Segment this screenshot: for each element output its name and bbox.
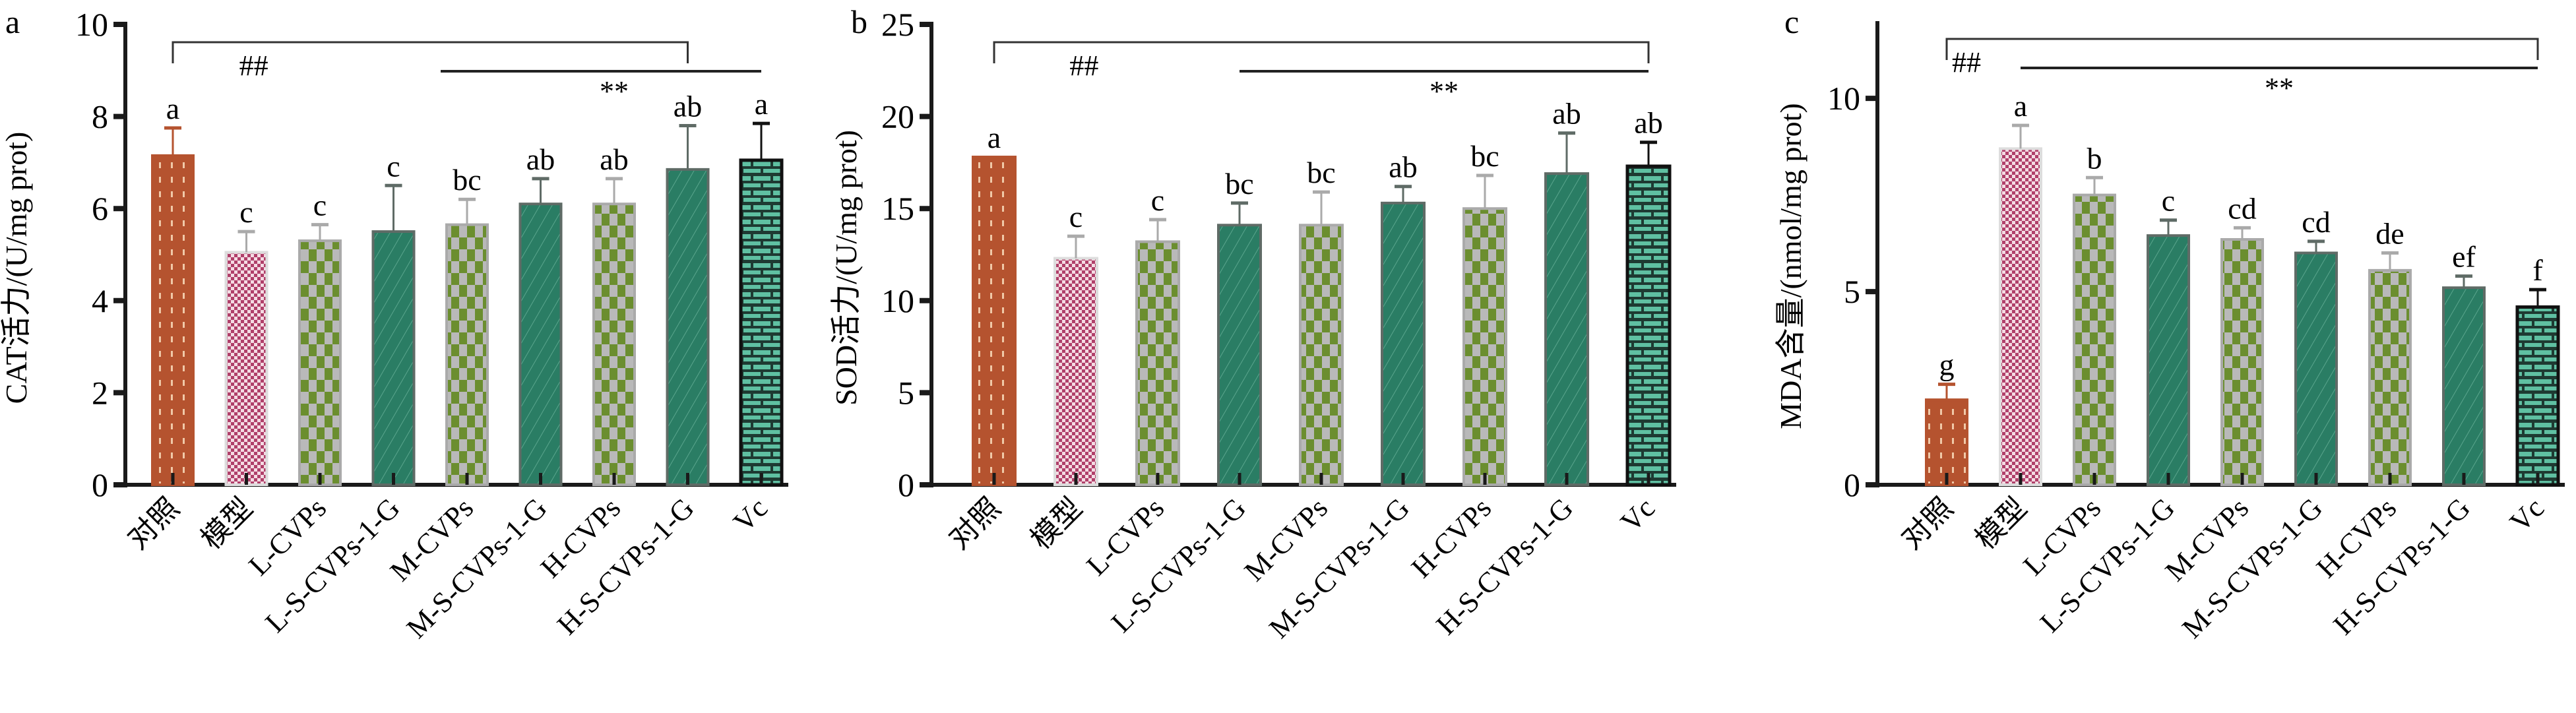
significance-letter: bc xyxy=(1307,156,1335,189)
significance-letter: cd xyxy=(2302,205,2330,239)
y-tick-label: 25 xyxy=(881,6,914,43)
bar xyxy=(972,156,1017,487)
bar xyxy=(739,158,784,487)
bar xyxy=(2220,237,2264,486)
bar xyxy=(2073,193,2116,486)
significance-letter: ab xyxy=(1552,97,1581,131)
bar xyxy=(666,168,710,486)
bar xyxy=(1462,207,1507,486)
significance-letter: b xyxy=(2087,141,2102,175)
panel-label: c xyxy=(1784,3,1799,40)
bar xyxy=(1544,172,1589,486)
significance-letter: bc xyxy=(1225,167,1253,201)
y-tick-label: 5 xyxy=(1844,273,1860,310)
significance-letter: a xyxy=(2014,89,2027,123)
significance-letter: ab xyxy=(600,142,628,176)
panel-label: b xyxy=(851,3,867,40)
bar xyxy=(1135,240,1180,486)
y-tick-label: 0 xyxy=(1844,466,1860,503)
bar xyxy=(518,202,563,486)
significance-letter: c xyxy=(1151,183,1164,217)
x-tick-label: M-S-CVPs-1-G xyxy=(1263,491,1416,644)
significance-letter: ab xyxy=(526,142,555,176)
bracket-label: ## xyxy=(1952,46,1981,78)
significance-letter: ab xyxy=(1634,106,1662,140)
significance-letter: bc xyxy=(453,163,481,197)
y-tick-label: 10 xyxy=(75,6,108,43)
x-tick-label: 对照 xyxy=(943,491,1007,555)
bar xyxy=(1381,201,1426,486)
bar xyxy=(1925,398,1968,486)
significance-letter: a xyxy=(166,92,179,125)
bar xyxy=(2147,234,2190,486)
y-tick-label: 0 xyxy=(92,466,108,503)
y-tick-label: 10 xyxy=(1827,80,1860,117)
x-tick-label: 对照 xyxy=(1895,491,1959,555)
significance-letter: c xyxy=(239,195,253,229)
x-tick-label: 对照 xyxy=(121,491,185,555)
bar xyxy=(1217,224,1262,486)
y-tick-label: 6 xyxy=(92,190,108,227)
significance-letter: c xyxy=(313,189,327,222)
y-tick-label: 20 xyxy=(881,98,914,135)
significance-bracket xyxy=(172,41,689,63)
significance-letter: ef xyxy=(2452,240,2476,274)
significance-letter: g xyxy=(1939,348,1955,382)
line-label: ** xyxy=(600,75,629,108)
x-tick-label: Vc xyxy=(1614,491,1661,538)
significance-letter: c xyxy=(2162,184,2175,218)
significance-letter: c xyxy=(1069,200,1083,233)
y-tick-label: 0 xyxy=(898,466,914,503)
y-tick-label: 8 xyxy=(92,98,108,135)
significance-letter: a xyxy=(988,121,1001,154)
bracket-label: ## xyxy=(1069,49,1098,82)
x-tick-label: 模型 xyxy=(1969,491,2033,555)
bar xyxy=(2368,268,2412,486)
significance-letter: ab xyxy=(674,90,702,123)
bar xyxy=(1299,224,1344,486)
panel-label: a xyxy=(5,3,20,40)
significance-letter: ab xyxy=(1389,150,1417,184)
y-tick-label: 5 xyxy=(898,374,914,411)
bar xyxy=(2515,305,2560,487)
y-tick-label: 2 xyxy=(92,374,108,411)
bar xyxy=(1999,147,2042,486)
y-tick-label: 4 xyxy=(92,282,108,319)
bar xyxy=(224,251,268,486)
significance-letter: de xyxy=(2375,217,2404,251)
line-label: ** xyxy=(2265,72,2294,104)
y-tick-label: 10 xyxy=(881,282,914,319)
bar xyxy=(1053,257,1098,486)
significance-letter: bc xyxy=(1470,139,1499,173)
significance-bracket xyxy=(1945,38,2539,60)
bar xyxy=(2442,286,2486,486)
x-tick-label: Vc xyxy=(2503,491,2550,538)
bar xyxy=(445,223,489,486)
x-tick-label: 模型 xyxy=(1024,491,1088,555)
significance-letter: a xyxy=(755,87,768,121)
bar xyxy=(2294,251,2338,486)
x-tick-label: 模型 xyxy=(195,491,259,555)
y-tick-label: 15 xyxy=(881,190,914,227)
bar xyxy=(371,230,416,486)
y-axis-label: MDA含量/(nmol/mg prot) xyxy=(1774,103,1807,429)
bar xyxy=(151,154,195,486)
line-label: ** xyxy=(1429,75,1459,108)
bar xyxy=(298,239,342,486)
significance-bracket xyxy=(993,41,1650,63)
x-tick-label: Vc xyxy=(727,491,774,538)
y-axis-label: SOD活力/(U/mg prot) xyxy=(829,130,863,406)
bracket-label: ## xyxy=(239,49,268,82)
bar xyxy=(1625,164,1672,487)
y-axis-label: CAT活力/(U/mg prot) xyxy=(0,132,33,404)
bar xyxy=(592,202,636,486)
significance-letter: f xyxy=(2532,253,2543,287)
significance-letter: c xyxy=(387,149,400,183)
significance-letter: cd xyxy=(2228,191,2256,225)
